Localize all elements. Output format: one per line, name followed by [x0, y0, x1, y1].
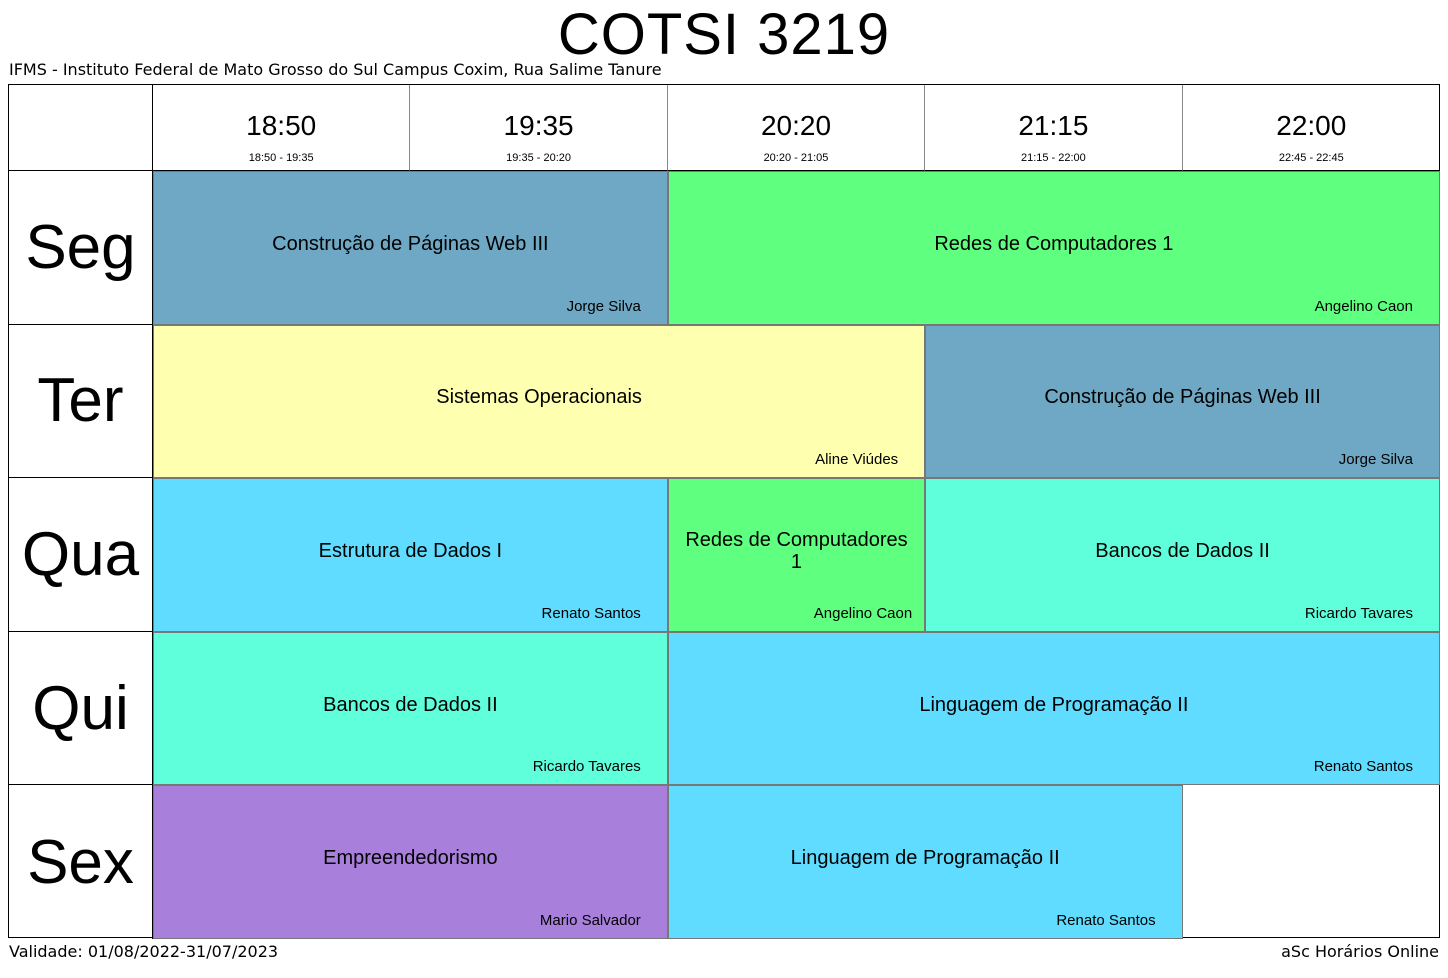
lesson-subject: Bancos de Dados II: [1095, 539, 1270, 562]
lesson-subject: Redes de Computadores 1: [685, 528, 908, 573]
lesson-card[interactable]: Bancos de Dados II Ricardo Tavares: [153, 631, 668, 786]
period-header: 20:20 20:20 - 21:05: [667, 85, 926, 171]
period-name: 19:35: [503, 110, 574, 141]
lesson-card[interactable]: Sistemas Operacionais Aline Viúdes: [153, 324, 926, 479]
lesson-teacher: Jorge Silva: [1338, 451, 1413, 469]
day-label: Ter: [9, 324, 153, 479]
period-time: 19:35 - 20:20: [506, 152, 571, 164]
period-time: 21:15 - 22:00: [1020, 152, 1086, 164]
lesson-card[interactable]: Redes de Computadores 1 Angelino Caon: [667, 478, 926, 632]
brand-text: aSc Horários Online: [1281, 942, 1439, 961]
day-label: Qui: [9, 631, 153, 786]
period-header: 18:50 18:50 - 19:35: [153, 85, 411, 171]
lesson-card[interactable]: Construção de Páginas Web III Jorge Silva: [925, 324, 1440, 479]
lesson-card[interactable]: Empreendedorismo Mario Salvador: [153, 785, 668, 939]
period-header: 22:00 22:45 - 22:45: [1182, 85, 1440, 171]
lesson-subject: Redes de Computadores 1: [934, 232, 1174, 255]
lesson-teacher: Renato Santos: [541, 604, 641, 622]
lesson-teacher: Ricardo Tavares: [1304, 604, 1413, 622]
lesson-subject: Construção de Páginas Web III: [272, 232, 549, 255]
lesson-card[interactable]: Construção de Páginas Web III Jorge Silva: [153, 171, 668, 325]
lesson-card[interactable]: Redes de Computadores 1 Angelino Caon: [667, 171, 1440, 325]
lesson-subject: Bancos de Dados II: [323, 693, 498, 716]
lesson-card[interactable]: Linguagem de Programação II Renato Santos: [667, 785, 1183, 939]
lesson-subject: Linguagem de Programação II: [790, 847, 1060, 870]
period-time: 20:20 - 21:05: [763, 152, 829, 164]
day-label: Qua: [9, 478, 153, 632]
lesson-card[interactable]: Estrutura de Dados I Renato Santos: [153, 478, 668, 632]
lesson-subject: Linguagem de Programação II: [919, 693, 1189, 716]
lesson-teacher: Renato Santos: [1313, 758, 1413, 776]
corner-cell: [9, 85, 153, 171]
lesson-card[interactable]: Linguagem de Programação II Renato Santos: [667, 631, 1440, 786]
lesson-teacher: Ricardo Tavares: [532, 758, 641, 776]
page-title: COTSI 3219: [557, 2, 891, 67]
validity-text: Validade: 01/08/2022-31/07/2023: [9, 942, 279, 961]
lesson-subject: Estrutura de Dados I: [318, 539, 503, 562]
lesson-teacher: Jorge Silva: [566, 297, 641, 315]
lesson-subject: Sistemas Operacionais: [436, 386, 642, 409]
period-name: 20:20: [760, 110, 832, 141]
lesson-teacher: Angelino Caon: [1314, 297, 1413, 315]
day-label: Sex: [9, 785, 153, 939]
period-time: 18:50 - 19:35: [248, 152, 314, 164]
period-header: 19:35 19:35 - 20:20: [410, 85, 668, 171]
lesson-teacher: Mario Salvador: [539, 911, 641, 929]
timetable-grid: 18:50 18:50 - 19:35 19:35 19:35 - 20:20 20:2…: [8, 84, 1440, 939]
period-header: 21:15 21:15 - 22:00: [925, 85, 1183, 171]
period-name: 18:50: [246, 110, 317, 141]
period-name: 22:00: [1276, 110, 1347, 141]
period-time: 22:45 - 22:45: [1278, 152, 1344, 164]
lesson-subject: Empreendedorismo: [323, 847, 498, 870]
lesson-teacher: Aline Viúdes: [815, 451, 899, 469]
school-address: IFMS - Instituto Federal de Mato Grosso …: [9, 60, 662, 79]
lesson-subject: Construção de Páginas Web III: [1044, 386, 1321, 409]
lesson-teacher: Renato Santos: [1056, 911, 1156, 929]
day-label: Seg: [9, 171, 153, 325]
lesson-card[interactable]: Bancos de Dados II Ricardo Tavares: [925, 478, 1440, 632]
lesson-teacher: Angelino Caon: [813, 604, 913, 622]
period-name: 21:15: [1018, 110, 1089, 141]
